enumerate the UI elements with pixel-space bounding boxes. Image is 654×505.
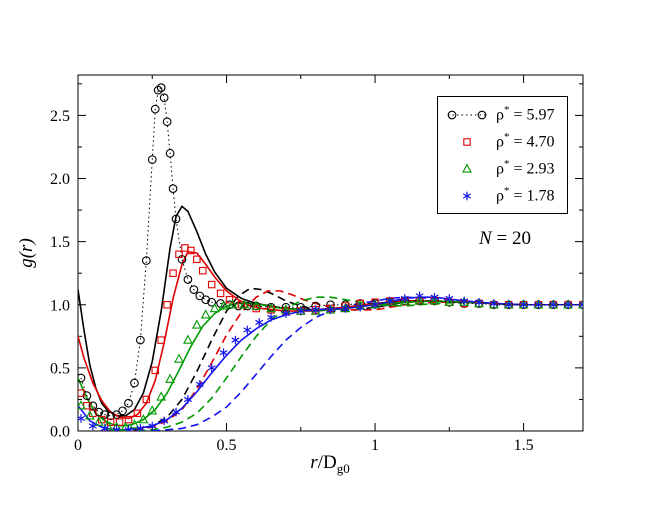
x-axis-label: r/Dg0 [310,452,349,477]
square-marker-icon [463,137,471,146]
legend-label: ρ* = 1.78 [496,185,555,205]
legend-label: ρ* = 2.93 [496,158,555,178]
svg-text:2.0: 2.0 [50,171,70,188]
star-marker-icon [462,191,472,200]
y-axis-label-text: g(r) [16,238,37,268]
x-axis-variable: r [310,452,318,473]
legend-item: ρ* = 1.78 [445,183,555,208]
legend-label: ρ* = 4.70 [496,131,555,151]
svg-text:0.5: 0.5 [217,437,237,454]
svg-text:0.0: 0.0 [50,424,70,441]
svg-text:1.5: 1.5 [50,234,70,251]
legend-item: ρ* = 4.70 [445,129,555,154]
y-axis-label: g(r) [16,238,38,268]
circle-marker-icon [447,110,487,119]
svg-text:1.0: 1.0 [50,297,70,314]
legend-item: ρ* = 5.97 [445,102,555,127]
x-axis-divisor: /D [317,452,337,473]
svg-text:1.5: 1.5 [514,437,534,454]
legend: ρ* = 5.97 ρ* = 4.70 ρ* = 2.93 ρ* = 1.78 [437,96,568,214]
legend-item: ρ* = 2.93 [445,156,555,181]
svg-text:0: 0 [74,437,82,454]
triangle-marker-icon [462,162,472,173]
svg-text:0.5: 0.5 [50,360,70,377]
chain-length-annotation: N = 20 [479,228,531,249]
svg-text:1: 1 [371,437,379,454]
svg-text:2.5: 2.5 [50,108,70,125]
x-axis-subscript: g0 [336,460,350,476]
legend-label: ρ* = 5.97 [496,104,555,124]
